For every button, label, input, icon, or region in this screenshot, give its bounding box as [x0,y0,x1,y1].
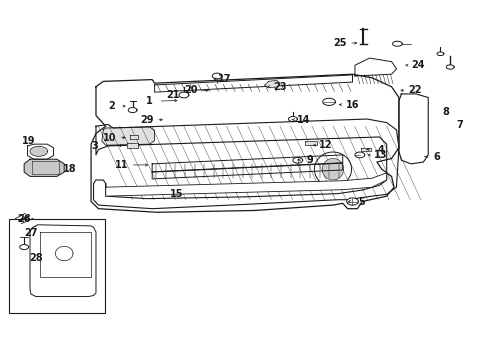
Text: 27: 27 [24,228,38,238]
Text: 18: 18 [63,164,77,174]
Polygon shape [346,198,358,205]
Text: 19: 19 [22,136,36,146]
Text: 20: 20 [185,85,198,95]
Text: 3: 3 [91,140,98,150]
Polygon shape [361,148,371,151]
Text: 25: 25 [334,38,347,48]
Text: 29: 29 [141,115,154,125]
Polygon shape [27,144,53,159]
Text: 10: 10 [103,133,117,143]
Polygon shape [392,41,402,46]
Polygon shape [91,74,399,212]
Polygon shape [55,246,73,261]
Polygon shape [30,225,96,297]
Text: 17: 17 [218,74,231,84]
Polygon shape [179,92,189,98]
Polygon shape [130,135,138,139]
Text: 11: 11 [115,160,128,170]
Text: 12: 12 [319,140,332,150]
Polygon shape [305,141,318,145]
Polygon shape [265,80,280,88]
Polygon shape [399,94,428,164]
Polygon shape [128,108,137,113]
Text: 16: 16 [346,100,359,110]
Polygon shape [437,52,444,55]
Polygon shape [355,152,365,158]
Polygon shape [315,152,351,186]
Text: 28: 28 [29,253,43,263]
Polygon shape [94,119,399,209]
Text: 14: 14 [297,115,310,125]
Text: 26: 26 [18,215,31,224]
Text: 1: 1 [147,96,153,106]
Text: 24: 24 [412,60,425,70]
Text: 23: 23 [273,82,287,92]
Polygon shape [155,75,352,92]
Text: 6: 6 [433,152,440,162]
Polygon shape [24,159,64,176]
Polygon shape [152,163,343,179]
Text: 21: 21 [166,90,179,100]
Polygon shape [212,73,222,79]
Text: 13: 13 [374,150,388,160]
Polygon shape [355,58,396,76]
Polygon shape [20,244,28,249]
Text: 7: 7 [457,121,464,130]
Text: 9: 9 [306,155,313,165]
Polygon shape [323,98,335,105]
Polygon shape [446,65,454,69]
Text: 22: 22 [408,85,422,95]
Text: 4: 4 [377,144,384,154]
Polygon shape [106,173,387,196]
Polygon shape [289,117,297,122]
Polygon shape [102,127,155,145]
Text: 5: 5 [358,197,365,207]
Polygon shape [322,158,343,180]
Text: 8: 8 [442,107,449,117]
Polygon shape [152,155,343,172]
Polygon shape [30,146,48,156]
Text: 15: 15 [170,189,183,199]
Polygon shape [127,143,138,148]
Polygon shape [293,157,303,163]
Text: 2: 2 [109,101,116,111]
Bar [9,220,105,313]
